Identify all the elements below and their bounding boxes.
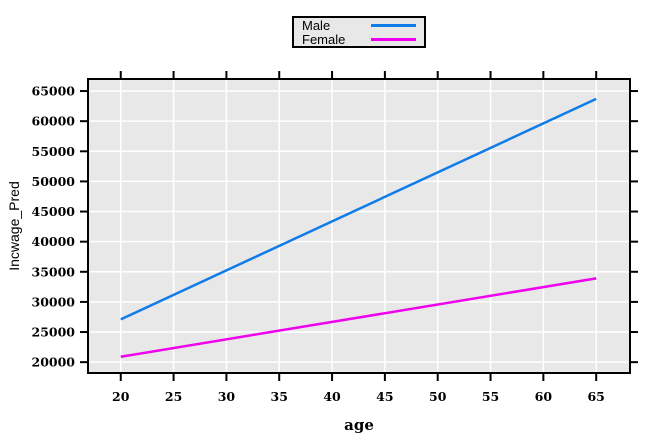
legend: Male Female: [292, 16, 426, 48]
series-line-female: [120, 277, 597, 358]
y-tick-label: 45000: [32, 204, 76, 219]
legend-label-female: Female: [302, 31, 346, 47]
x-tick-label: 30: [218, 389, 236, 404]
plot-frame: [87, 78, 631, 374]
x-tick-label: 65: [587, 389, 604, 404]
x-axis-title: age: [344, 416, 374, 434]
plot-wall: [88, 79, 630, 373]
y-tick-label: 50000: [32, 174, 76, 189]
legend-item-female: Female: [302, 32, 416, 46]
x-tick-label: 20: [112, 389, 130, 404]
legend-line-male-icon: [371, 23, 416, 27]
y-tick-label: 20000: [32, 355, 76, 370]
y-tick-label: 60000: [32, 114, 76, 129]
y-tick-label: 55000: [32, 144, 76, 159]
x-tick-label: 45: [376, 389, 393, 404]
y-tick-label: 35000: [32, 264, 76, 279]
y-tick-label: 25000: [32, 325, 76, 340]
series-line-male: [120, 97, 597, 321]
x-tick-label: 40: [323, 389, 341, 404]
y-tick-label: 40000: [32, 234, 76, 249]
legend-line-female-icon: [371, 37, 416, 41]
y-tick-label: 65000: [32, 84, 76, 99]
legend-label-male: Male: [302, 17, 331, 33]
y-axis-title: Incwage_Pred: [6, 181, 22, 271]
x-tick-label: 55: [482, 389, 499, 404]
x-tick-label: 50: [429, 389, 447, 404]
x-tick-label: 60: [535, 389, 553, 404]
legend-item-male: Male: [302, 18, 416, 32]
y-tick-label: 30000: [32, 294, 76, 309]
x-tick-label: 25: [165, 389, 182, 404]
x-tick-label: 35: [271, 389, 288, 404]
